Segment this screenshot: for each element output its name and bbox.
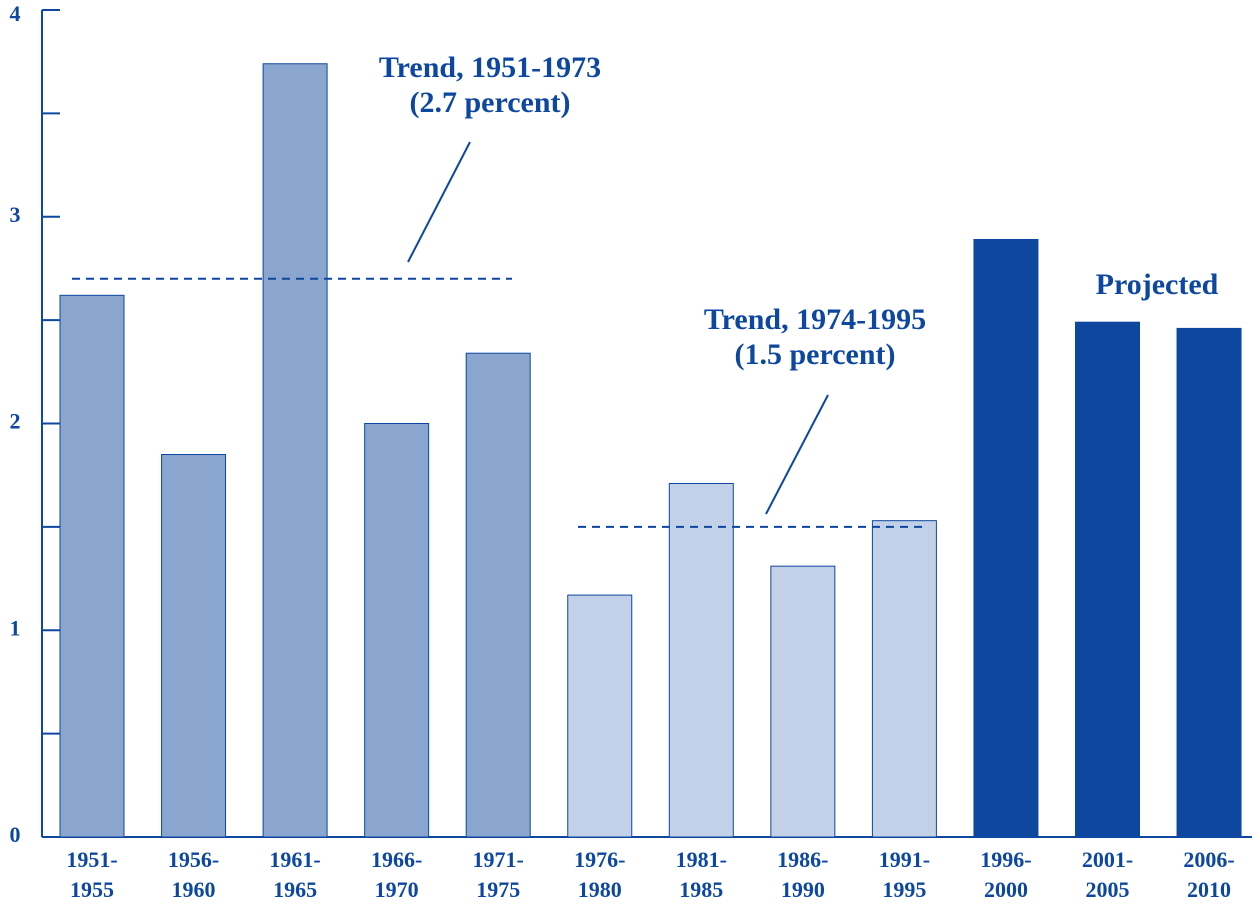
y-tick-label: 1 <box>10 615 21 640</box>
bar <box>871 520 937 838</box>
x-tick-label: 1975 <box>476 877 520 902</box>
y-tick-label: 3 <box>10 202 21 227</box>
bar <box>567 594 633 838</box>
x-tick-label: 2001- <box>1082 847 1133 872</box>
x-tick-label: 2006- <box>1183 847 1234 872</box>
trend-label: (1.5 percent) <box>734 338 895 371</box>
x-tick-label: 1990 <box>781 877 825 902</box>
bar <box>465 352 531 838</box>
leader-line <box>407 141 471 263</box>
x-tick-label: 1980 <box>578 877 622 902</box>
x-tick-label: 1981- <box>676 847 727 872</box>
x-tick-label: 1955 <box>70 877 114 902</box>
x-tick-label: 1956- <box>168 847 219 872</box>
x-tick-label: 1966- <box>371 847 422 872</box>
x-tick-label: 1986- <box>777 847 828 872</box>
x-tick-label: 2010 <box>1187 877 1231 902</box>
x-tick-label: 2005 <box>1086 877 1130 902</box>
trend-label: (2.7 percent) <box>409 86 570 119</box>
projected-label: Projected <box>1096 268 1219 301</box>
y-tick-label: 4 <box>10 1 21 26</box>
bar <box>364 423 430 838</box>
x-tick-label: 1996- <box>980 847 1031 872</box>
bar <box>262 63 328 838</box>
x-tick-label: 1965 <box>273 877 317 902</box>
x-tick-label: 1991- <box>879 847 930 872</box>
bar <box>973 238 1039 838</box>
x-tick-label: 1976- <box>574 847 625 872</box>
trend-label: Trend, 1951-1973 <box>379 51 601 84</box>
bar <box>1075 321 1140 838</box>
leader-line <box>765 394 829 515</box>
trend-label: Trend, 1974-1995 <box>704 303 926 336</box>
x-tick-label: 1995 <box>882 877 926 902</box>
bar <box>1176 327 1242 838</box>
x-tick-label: 1985 <box>679 877 723 902</box>
x-tick-label: 2000 <box>984 877 1028 902</box>
x-tick-label: 1951- <box>66 847 117 872</box>
bar <box>770 565 836 838</box>
x-tick-label: 1960 <box>172 877 216 902</box>
bar <box>161 454 227 838</box>
x-tick-label: 1961- <box>269 847 320 872</box>
y-tick-label: 0 <box>10 822 21 847</box>
bar <box>59 294 125 838</box>
y-tick-label: 2 <box>10 409 21 434</box>
x-tick-label: 1970 <box>375 877 419 902</box>
x-tick-label: 1971- <box>473 847 524 872</box>
bar <box>668 482 734 838</box>
